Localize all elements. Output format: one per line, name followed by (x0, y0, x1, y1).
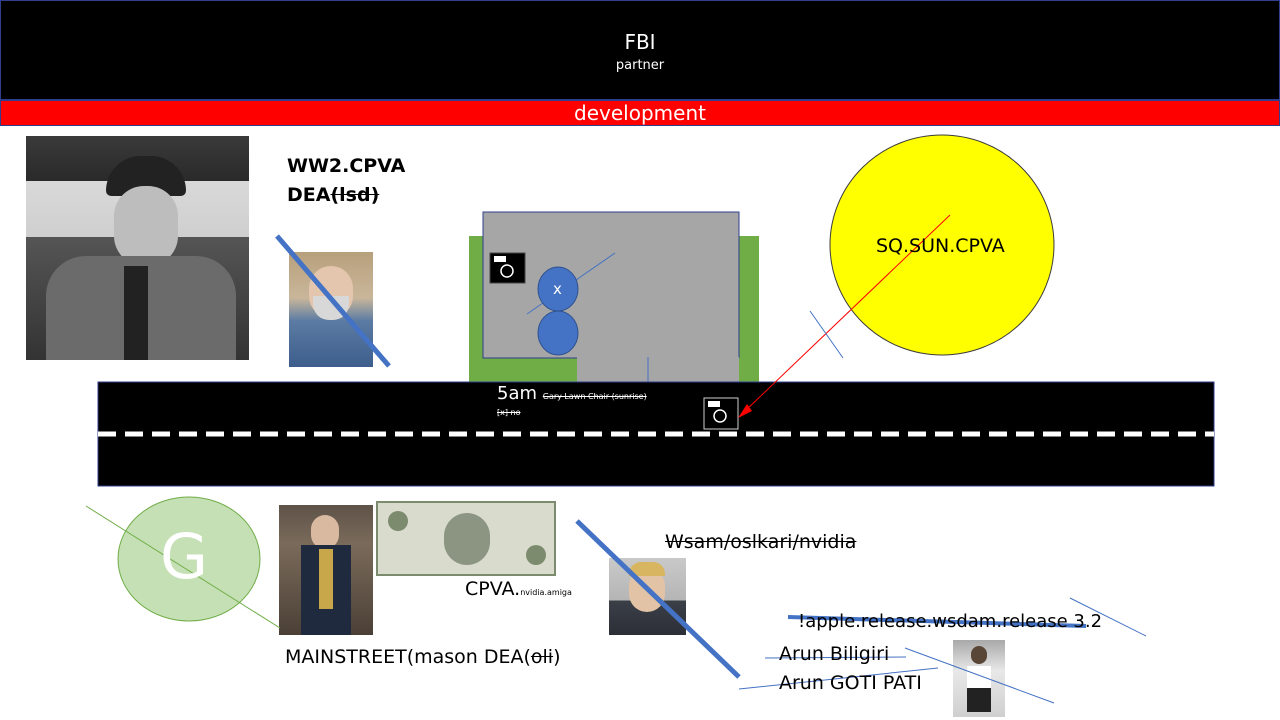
sun-circle (829, 134, 1055, 356)
road-5am-label: 5am Gary Lawn Chair (sunrise) (497, 383, 647, 404)
pin-circle-bottom (537, 310, 579, 356)
arun-biligiri-label: Arun Biligiri (779, 643, 890, 665)
header-title: FBI (624, 30, 656, 54)
road-x-label: [x] no (497, 408, 521, 417)
cpva-small: nvidia.amiga (520, 588, 572, 597)
mainstreet-prefix: MAINSTREET(mason DEA( (285, 646, 531, 668)
cpva-label: CPVA.nvidia.amiga (465, 578, 572, 600)
header-subtitle: partner (615, 58, 665, 73)
strike-line (275, 234, 391, 368)
cpva-main: CPVA. (465, 578, 521, 600)
g-letter: G (160, 520, 209, 593)
apple-label: !apple.release.wsdam.release 3.2 (798, 611, 1103, 632)
wsam-label: Wsam/oslkari/nvidia (665, 531, 857, 553)
strike-line (787, 615, 1087, 628)
pin-x-label: x (553, 280, 562, 298)
development-label: development (574, 101, 706, 125)
house-grey-lower (577, 357, 739, 383)
camera-icon (703, 397, 739, 430)
dollar-bill-photo (376, 501, 556, 576)
header-bar (0, 0, 1280, 100)
mainstreet-suffix: ) (553, 646, 561, 668)
man-in-hat-photo (26, 136, 249, 360)
dea-struck: (lsd) (330, 184, 380, 206)
mainstreet-struck: oli (530, 646, 554, 668)
camera-icon (489, 252, 526, 284)
arun-goti-pati-label: Arun GOTI PATI (779, 672, 922, 694)
road-chair: Gary Lawn Chair (sunrise) (542, 392, 647, 401)
mainstreet-label: MAINSTREET(mason DEA(oli) (285, 646, 561, 668)
ww2-label: WW2.CPVA (287, 155, 406, 177)
king-in-uniform-photo (279, 505, 373, 635)
sun-label: SQ.SUN.CPVA (876, 235, 1005, 257)
dea-label: DEA(lsd) (287, 184, 379, 206)
strike-line (575, 519, 741, 679)
g-circle (117, 496, 261, 622)
house-grey-roof (482, 211, 740, 359)
road-5am: 5am (497, 383, 538, 404)
woman-standing-photo (953, 640, 1005, 717)
grey-beard-man-photo (289, 252, 373, 367)
dea-prefix: DEA (287, 184, 331, 206)
